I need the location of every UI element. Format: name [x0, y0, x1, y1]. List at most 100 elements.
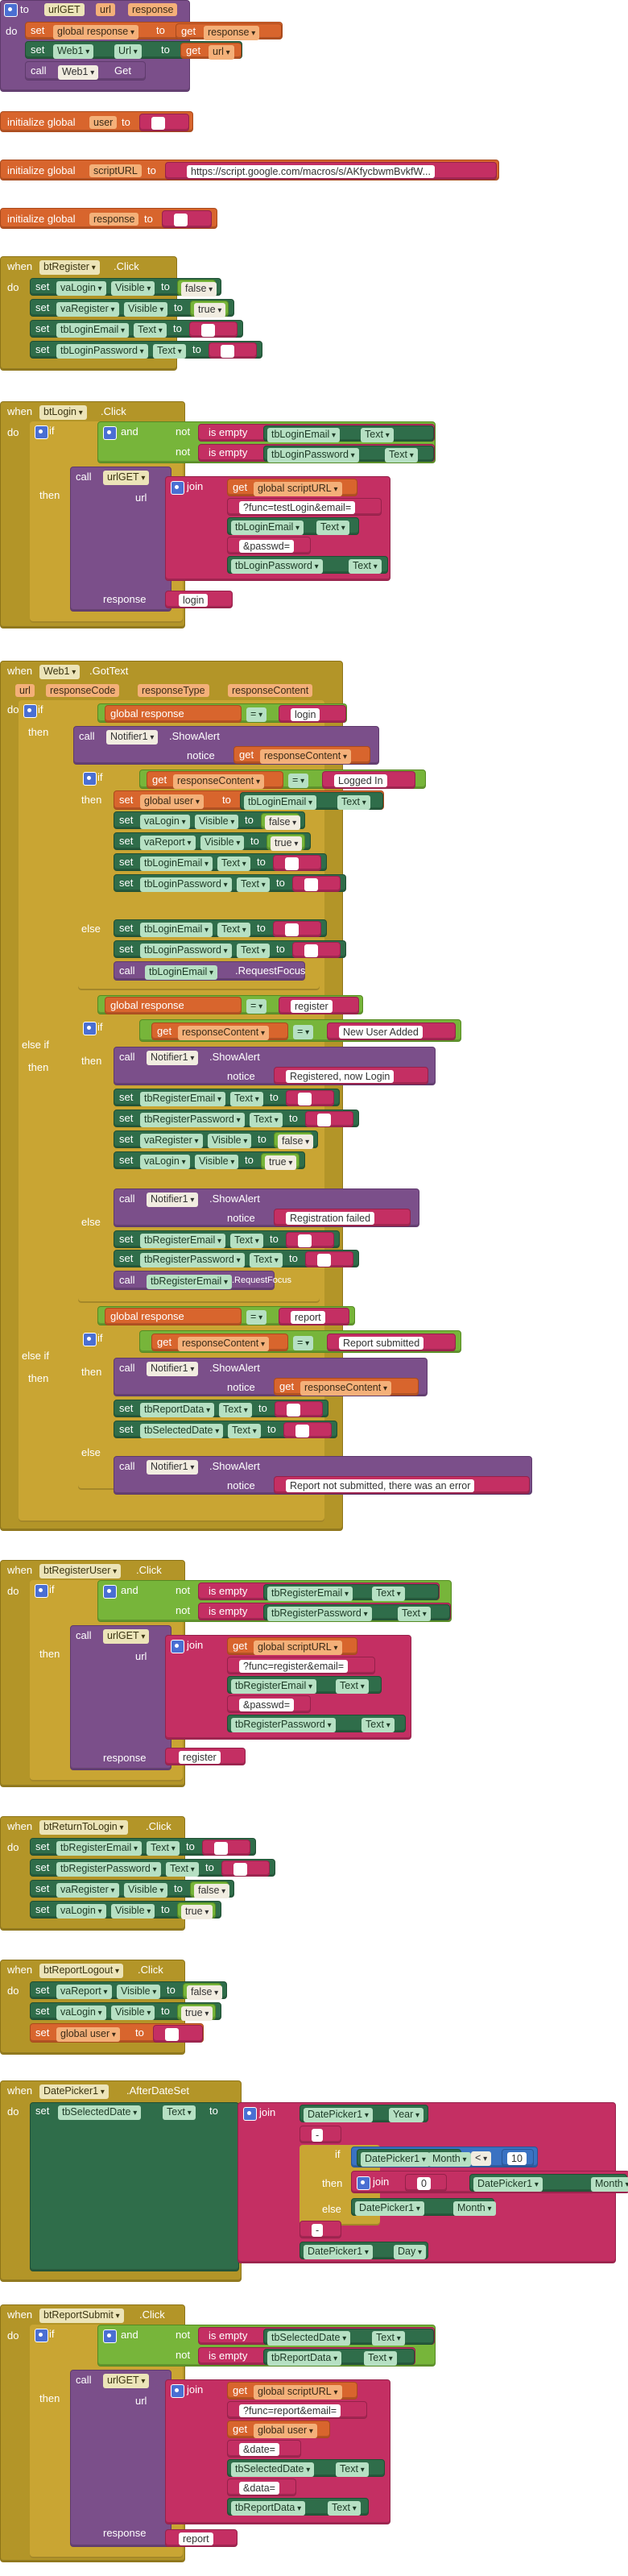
- component-dropdown[interactable]: vaReport: [140, 836, 196, 850]
- is-empty-block[interactable]: is empty tbLoginEmail Text: [198, 424, 435, 442]
- set-property-block[interactable]: settbLoginEmailTextto: [114, 919, 327, 937]
- set-property-block[interactable]: settbLoginEmailTextto: [114, 853, 327, 871]
- boolean-block[interactable]: false: [177, 280, 217, 297]
- property-dropdown[interactable]: Visible: [117, 1985, 161, 1999]
- property-dropdown[interactable]: Text: [237, 877, 270, 892]
- set-property-block[interactable]: settbRegisterEmailTextto: [114, 1089, 340, 1106]
- set-property-block[interactable]: settbRegisterPasswordTextto: [30, 1859, 275, 1877]
- component-dropdown[interactable]: Web1: [39, 665, 81, 679]
- property-dropdown[interactable]: Text: [134, 323, 167, 338]
- empty-text-block[interactable]: [139, 114, 189, 131]
- component-dropdown[interactable]: tbSelectedDate: [140, 1424, 224, 1438]
- component-dropdown[interactable]: vaRegister: [140, 1134, 203, 1148]
- set-property-block[interactable]: setvaLoginVisibletofalse: [30, 278, 221, 297]
- component-dropdown[interactable]: tbRegisterPassword: [140, 1113, 245, 1127]
- event-btReturnToLogin-click[interactable]: when btReturnToLogin .Click do settbRegi…: [0, 1816, 275, 1931]
- response-text-block[interactable]: login: [165, 591, 233, 608]
- component-dropdown[interactable]: tbLoginPassword: [56, 344, 148, 359]
- component-dropdown[interactable]: tbLoginEmail: [140, 857, 213, 871]
- component-dropdown[interactable]: vaReport: [56, 1985, 112, 1999]
- join-block[interactable]: join DatePicker1 Year - if then else Dat…: [238, 2102, 628, 2263]
- text-block[interactable]: [275, 1401, 323, 1417]
- text-block[interactable]: [283, 1422, 332, 1438]
- text-block[interactable]: [209, 342, 257, 359]
- gear-icon[interactable]: [243, 2107, 257, 2121]
- procedure-name[interactable]: urlGET: [44, 3, 85, 16]
- component-dropdown[interactable]: btRegister: [39, 260, 100, 275]
- property-dropdown[interactable]: Text: [250, 1113, 283, 1127]
- property-dropdown[interactable]: Text: [219, 1403, 252, 1417]
- event-datepicker-afterdateset[interactable]: when DatePicker1 .AfterDateSet do set tb…: [0, 2080, 628, 2282]
- text-block[interactable]: [189, 321, 238, 338]
- component-dropdown[interactable]: tbRegisterPassword: [140, 1253, 245, 1267]
- var-name[interactable]: response: [89, 213, 139, 226]
- gear-icon[interactable]: [171, 481, 184, 495]
- boolean-block[interactable]: true: [177, 1902, 216, 1919]
- component-dropdown[interactable]: tbRegisterEmail: [56, 1841, 143, 1856]
- gear-icon[interactable]: [35, 1584, 48, 1598]
- property-dropdown[interactable]: Text: [147, 1841, 180, 1856]
- gear-icon[interactable]: [4, 3, 18, 17]
- set-property-block[interactable]: setvaReportVisibletofalse: [30, 1981, 227, 2000]
- event-web1-gottext[interactable]: when Web1 .GotText url responseCode resp…: [0, 661, 532, 1531]
- set-global-response-block[interactable]: set global response to get response: [25, 22, 283, 40]
- set-property-block[interactable]: setvaRegisterVisibletofalse: [30, 1880, 234, 1898]
- boolean-block[interactable]: true: [261, 1153, 300, 1170]
- text-block[interactable]: [286, 1090, 334, 1106]
- component-dropdown[interactable]: vaLogin: [140, 815, 190, 829]
- set-property-block[interactable]: setvaReportVisibletotrue: [114, 832, 311, 851]
- text-block[interactable]: [273, 921, 321, 937]
- property-dropdown[interactable]: Text: [228, 1424, 261, 1438]
- property-dropdown[interactable]: Visible: [111, 2006, 155, 2020]
- set-property-block[interactable]: settbLoginPasswordTextto: [114, 874, 346, 892]
- set-property-block[interactable]: setvaLoginVisibletotrue: [30, 2002, 221, 2021]
- component-dropdown[interactable]: vaLogin: [56, 281, 106, 296]
- boolean-block[interactable]: true: [266, 834, 305, 851]
- procedure-urlGET-block[interactable]: to urlGET url response do set global res…: [0, 0, 283, 92]
- is-empty-block[interactable]: is empty tbLoginPassword Text: [198, 444, 435, 463]
- event-btRegister-click[interactable]: when btRegister .Click do setvaLoginVisi…: [0, 256, 262, 371]
- component-dropdown[interactable]: tbReportData: [140, 1403, 215, 1417]
- event-btReportSubmit-click[interactable]: when btReportSubmit .Click do if then an…: [0, 2304, 436, 2562]
- get-url-block[interactable]: get url: [180, 43, 242, 60]
- property-dropdown[interactable]: Url: [114, 44, 142, 59]
- text-block[interactable]: [292, 876, 341, 892]
- boolean-block[interactable]: false: [183, 1983, 223, 2000]
- property-dropdown[interactable]: Visible: [208, 1134, 252, 1148]
- property-dropdown[interactable]: Visible: [195, 815, 239, 829]
- component-dropdown[interactable]: btLogin: [39, 405, 87, 420]
- join-block[interactable]: join get global scriptURL ?func=testLogi…: [165, 476, 390, 581]
- property-dropdown[interactable]: Text: [153, 344, 186, 359]
- set-property-block[interactable]: settbRegisterPasswordTextto: [114, 1110, 359, 1127]
- component-dropdown[interactable]: tbRegisterEmail: [140, 1234, 226, 1248]
- gear-icon[interactable]: [171, 1640, 184, 1653]
- set-property-block[interactable]: setvaLoginVisibletotrue: [114, 1151, 305, 1170]
- compare-block[interactable]: global response = login: [97, 703, 347, 723]
- var-name[interactable]: user: [89, 116, 118, 129]
- set-property-block[interactable]: settbRegisterEmailTextto: [114, 1230, 340, 1248]
- call-web1-get-block[interactable]: call Web1 Get: [25, 61, 146, 81]
- component-dropdown[interactable]: vaRegister: [56, 302, 119, 317]
- component-dropdown[interactable]: tbLoginEmail: [140, 923, 213, 937]
- property-dropdown[interactable]: Visible: [124, 302, 168, 317]
- text-block[interactable]: [305, 1251, 353, 1267]
- get-response-block[interactable]: get response: [176, 23, 282, 40]
- event-btLogin-click[interactable]: when btLogin .Click do if then and not n…: [0, 401, 436, 628]
- property-dropdown[interactable]: Text: [230, 1092, 263, 1106]
- component-dropdown[interactable]: tbLoginPassword: [140, 877, 232, 892]
- property-dropdown[interactable]: Text: [230, 1234, 263, 1248]
- set-property-block[interactable]: settbLoginPasswordTextto: [114, 940, 346, 958]
- set-tbSelectedDate-block[interactable]: set tbSelectedDate Text to: [30, 2102, 239, 2271]
- boolean-block[interactable]: false: [190, 1881, 230, 1898]
- gear-icon[interactable]: [103, 2329, 117, 2343]
- gear-icon[interactable]: [83, 772, 97, 786]
- property-dropdown[interactable]: Visible: [200, 836, 245, 850]
- component-dropdown[interactable]: tbRegisterEmail: [140, 1092, 226, 1106]
- component-dropdown[interactable]: vaLogin: [56, 2006, 106, 2020]
- component-dropdown[interactable]: btRegisterUser: [39, 1564, 122, 1578]
- text-block[interactable]: [273, 855, 321, 871]
- set-property-block[interactable]: setvaLoginVisibletotrue: [30, 1901, 221, 1919]
- text-block[interactable]: [292, 942, 341, 958]
